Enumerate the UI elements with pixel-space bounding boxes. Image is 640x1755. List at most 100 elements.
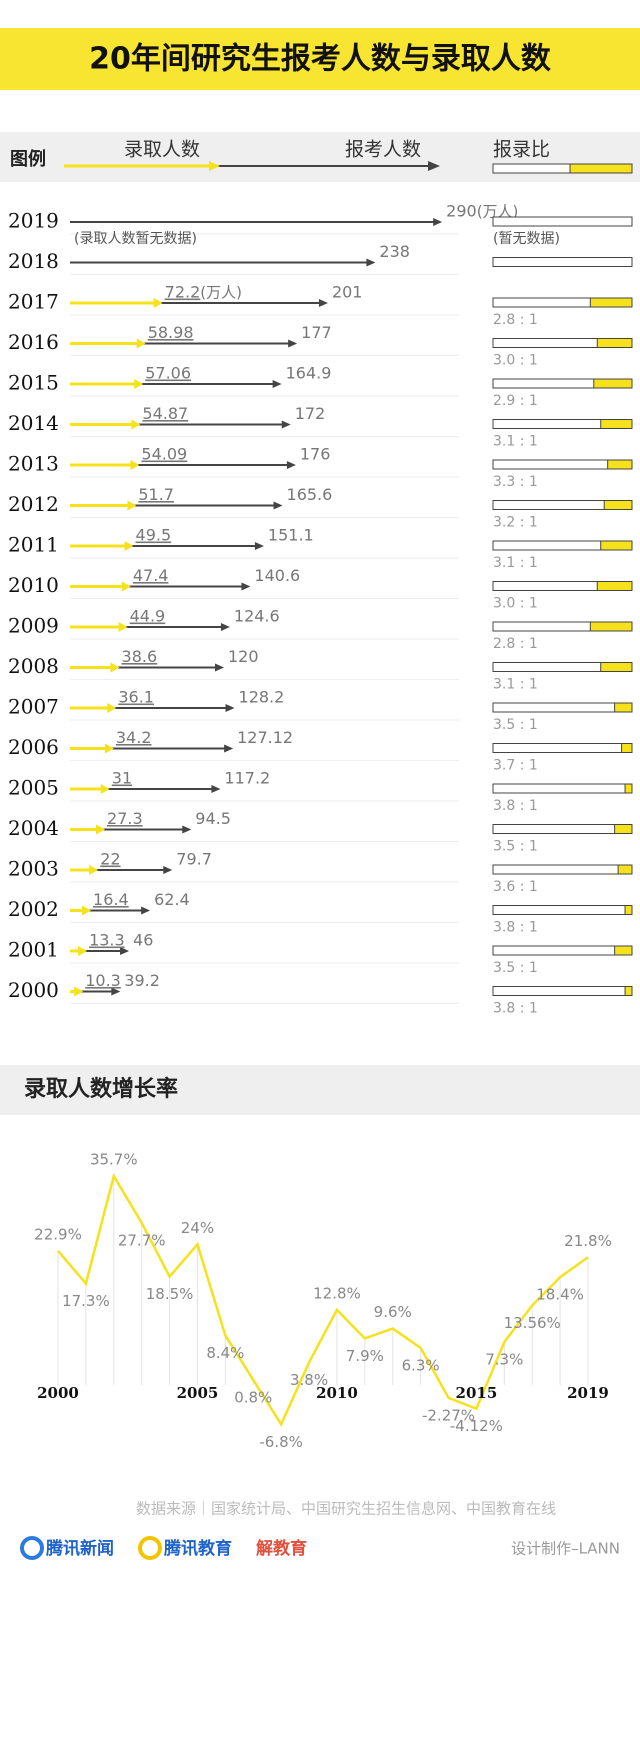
year-label: 2018 <box>8 249 59 273</box>
admitted-label: 49.5 <box>136 526 172 545</box>
title-band <box>0 28 640 90</box>
ratio-empty <box>492 216 633 227</box>
applied-label: 62.4 <box>154 890 190 909</box>
admitted-label: 72.2 <box>165 283 201 302</box>
ratio-label: 3.0 : 1 <box>493 353 538 369</box>
applied-label: 94.5 <box>195 809 231 828</box>
admitted-arrowhead <box>82 905 92 916</box>
applied-label: 290 <box>446 202 477 221</box>
logo: 解教育 <box>256 1538 307 1559</box>
admitted-label: 38.6 <box>122 647 158 666</box>
growth-label: 6.3% <box>402 1356 440 1374</box>
applied-arrowhead <box>111 987 121 996</box>
applied-arrowhead <box>318 299 328 307</box>
applied-label: 124.6 <box>234 607 280 626</box>
ratio-label: 3.2 : 1 <box>493 515 538 531</box>
applied-arrowhead <box>254 542 264 550</box>
ratio-label: 3.7 : 1 <box>493 758 538 774</box>
year-label: 2013 <box>8 452 59 476</box>
ratio-label: 3.6 : 1 <box>493 879 538 895</box>
ratio-bar <box>492 905 626 915</box>
applied-label: 238 <box>379 242 410 261</box>
ratio-bar <box>492 824 616 834</box>
year-label: 2001 <box>8 938 59 962</box>
admitted-label: 58.98 <box>148 323 194 342</box>
applied-arrowhead <box>141 906 151 915</box>
ratio-bar <box>492 297 591 308</box>
ratio-label: 3.5 : 1 <box>493 717 538 733</box>
applied-arrowhead <box>241 582 251 591</box>
admitted-arrowhead <box>110 662 120 673</box>
unit-label: (万人) <box>200 284 242 302</box>
admitted-arrowhead <box>74 986 84 997</box>
applied-label: 117.2 <box>224 769 270 788</box>
growth-label: -4.12% <box>450 1417 503 1435</box>
applied-arrowhead <box>281 420 291 429</box>
admitted-label: 31 <box>112 769 132 788</box>
applied-label: 140.6 <box>254 566 300 585</box>
ratio-bar <box>492 945 616 956</box>
admitted-label: 51.7 <box>138 485 174 504</box>
legend-label: 录取人数 <box>124 139 200 161</box>
year-label: 2017 <box>8 290 59 314</box>
ratio-title: 报录比 <box>493 139 550 161</box>
admitted-arrowhead <box>124 541 134 551</box>
ratio-bar <box>492 986 626 996</box>
ratio-legend-fill <box>569 163 633 174</box>
growth-label: 18.5% <box>146 1285 194 1303</box>
applied-arrowhead <box>273 501 283 510</box>
note: (录取人数暂无数据) <box>74 231 197 247</box>
applied-label: 165.6 <box>287 485 333 504</box>
admitted-label: 10.3 <box>85 971 121 990</box>
applied-arrowhead <box>272 380 282 388</box>
applied-arrowhead <box>220 623 230 631</box>
growth-label: 7.3% <box>485 1350 523 1368</box>
admitted-label: 57.06 <box>145 364 191 383</box>
legend-arrowhead <box>209 161 220 171</box>
ratio-bar <box>492 783 626 794</box>
ratio-bar <box>492 378 595 389</box>
ratio-label: 3.8 : 1 <box>493 920 538 936</box>
applied-arrowhead <box>182 825 192 834</box>
legend-band <box>0 132 640 182</box>
growth-label: -6.8% <box>259 1433 303 1451</box>
applied-arrowhead <box>120 947 130 955</box>
growth-label: 3.8% <box>290 1371 328 1389</box>
year-label: 2003 <box>8 857 59 881</box>
admitted-arrowhead <box>153 298 163 308</box>
admitted-label: 22 <box>100 850 120 869</box>
applied-label: 79.7 <box>176 850 212 869</box>
growth-label: 18.4% <box>536 1286 584 1304</box>
year-label: 2006 <box>8 735 59 759</box>
growth-label: 17.3% <box>62 1292 110 1310</box>
ratio-label: 2.8 : 1 <box>493 312 538 328</box>
growth-line <box>57 1172 589 1427</box>
ratio-label: 3.5 : 1 <box>493 960 538 976</box>
growth-label: 21.8% <box>564 1232 612 1250</box>
applied-label: 39.2 <box>124 971 160 990</box>
applied-label: 151.1 <box>268 526 314 545</box>
year-label: 2016 <box>8 330 59 354</box>
growth-label: 24% <box>181 1219 214 1237</box>
applied-label: 177 <box>301 323 332 342</box>
ratio-bar <box>492 459 609 470</box>
title: 20年间研究生报考人数与录取人数 <box>89 42 552 77</box>
year-label: 2015 <box>8 371 59 395</box>
growth-label: 13.56% <box>504 1314 561 1332</box>
admitted-label: 16.4 <box>93 890 129 909</box>
growth-label: 27.7% <box>118 1231 166 1249</box>
x-tick-label: 2000 <box>37 1384 79 1402</box>
ratio-bar <box>492 621 591 632</box>
admitted-arrowhead <box>107 703 117 713</box>
year-label: 2000 <box>8 978 59 1002</box>
applied-arrowhead <box>286 461 296 469</box>
applied-label: 176 <box>300 445 331 464</box>
x-tick-label: 2019 <box>567 1384 609 1402</box>
admitted-arrowhead <box>89 865 99 875</box>
applied-arrowhead <box>215 663 224 672</box>
growth-label: 22.9% <box>34 1225 82 1243</box>
x-tick-label: 2015 <box>456 1384 498 1402</box>
admitted-label: 54.87 <box>142 404 188 423</box>
